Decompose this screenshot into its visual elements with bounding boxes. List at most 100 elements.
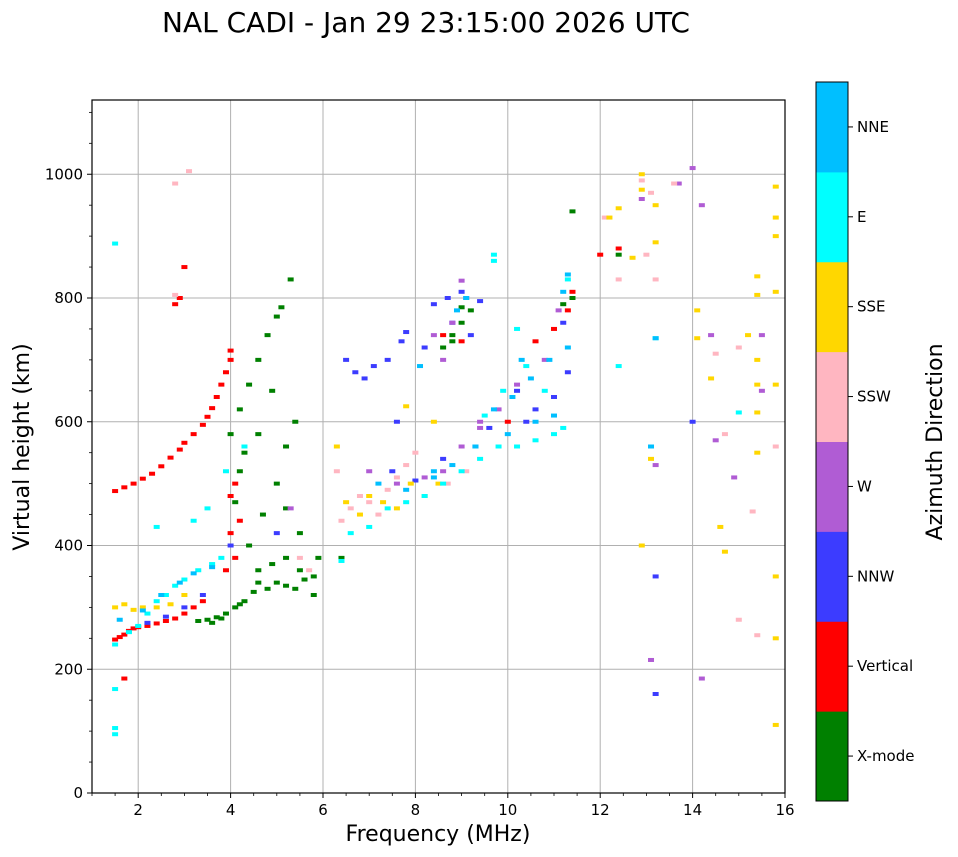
data-point [541, 388, 548, 393]
data-point [333, 469, 340, 474]
data-point [204, 617, 211, 622]
data-point [292, 419, 299, 424]
data-point [130, 607, 137, 612]
data-point [162, 614, 169, 619]
data-point [490, 258, 497, 263]
data-point [162, 618, 169, 623]
data-point [255, 568, 262, 573]
data-point [652, 463, 659, 468]
data-point [481, 413, 488, 418]
data-points [112, 166, 779, 737]
data-point [227, 357, 234, 362]
x-tick-label: 10 [498, 801, 517, 819]
data-point [615, 246, 622, 251]
data-point [652, 277, 659, 282]
data-point [458, 339, 465, 344]
y-tick-label: 0 [73, 784, 83, 802]
data-point [754, 292, 761, 297]
data-point [384, 506, 391, 511]
data-point [218, 555, 225, 560]
data-point [675, 181, 682, 186]
azimuth-colorbar: X-mode Vertical NNW W SSW SSE E NNE [815, 81, 914, 802]
data-point [712, 351, 719, 356]
data-point [708, 376, 715, 381]
colorbar-label: E [857, 208, 866, 226]
data-point [338, 518, 345, 523]
data-point [181, 577, 188, 582]
data-point [648, 444, 655, 449]
data-point [449, 320, 456, 325]
data-point [172, 292, 179, 297]
data-point [601, 215, 608, 220]
data-point [486, 425, 493, 430]
data-point [283, 444, 290, 449]
x-tick-label: 2 [133, 801, 143, 819]
data-point [564, 345, 571, 350]
data-point [597, 252, 604, 257]
data-point [532, 419, 539, 424]
y-axis-label: Virtual height (km) [10, 343, 35, 550]
data-point [463, 296, 470, 300]
data-point [264, 586, 271, 591]
data-point [555, 308, 562, 313]
data-point [241, 599, 248, 604]
data-point [222, 611, 229, 616]
data-point [490, 407, 497, 412]
data-point [560, 302, 567, 307]
data-point [236, 602, 243, 607]
data-point [615, 277, 622, 282]
data-point [283, 506, 290, 511]
data-point [112, 726, 119, 731]
data-point [440, 481, 447, 486]
data-point [232, 555, 239, 560]
data-point [112, 642, 119, 647]
data-point [518, 357, 525, 362]
data-point [306, 568, 313, 573]
colorbar-label: SSE [857, 298, 886, 316]
data-point [698, 676, 705, 681]
colorbar-segment [816, 531, 848, 622]
data-point [652, 203, 659, 208]
data-point [564, 308, 571, 313]
data-point [772, 234, 779, 239]
data-point [514, 382, 521, 387]
data-point [144, 611, 151, 616]
data-point [514, 326, 521, 331]
data-point [199, 422, 206, 427]
data-point [338, 555, 345, 560]
data-point [407, 481, 414, 486]
data-point [116, 617, 123, 622]
data-point [440, 345, 447, 350]
data-point [116, 635, 123, 640]
data-point [541, 357, 548, 362]
data-point [227, 494, 234, 498]
data-point [232, 481, 239, 486]
data-point [735, 617, 742, 622]
data-point [112, 637, 119, 642]
data-point [269, 562, 276, 567]
data-point [301, 577, 308, 582]
data-point [772, 444, 779, 449]
data-point [569, 296, 576, 300]
y-tick-label: 800 [54, 289, 83, 307]
data-point [269, 388, 276, 393]
data-point [222, 469, 229, 474]
data-point [273, 580, 280, 585]
data-point [167, 602, 174, 607]
data-point [648, 190, 655, 195]
data-point [745, 333, 752, 338]
data-point [190, 432, 197, 437]
data-point [638, 543, 645, 548]
data-point [551, 413, 557, 418]
data-point [130, 626, 137, 631]
data-point [347, 506, 354, 511]
data-point [708, 333, 715, 338]
data-point [615, 206, 622, 211]
data-point [292, 586, 299, 591]
data-point [721, 432, 728, 437]
data-point [393, 475, 400, 480]
data-point [564, 277, 571, 282]
data-point [153, 524, 160, 529]
data-point [158, 464, 165, 469]
data-point [181, 593, 188, 597]
